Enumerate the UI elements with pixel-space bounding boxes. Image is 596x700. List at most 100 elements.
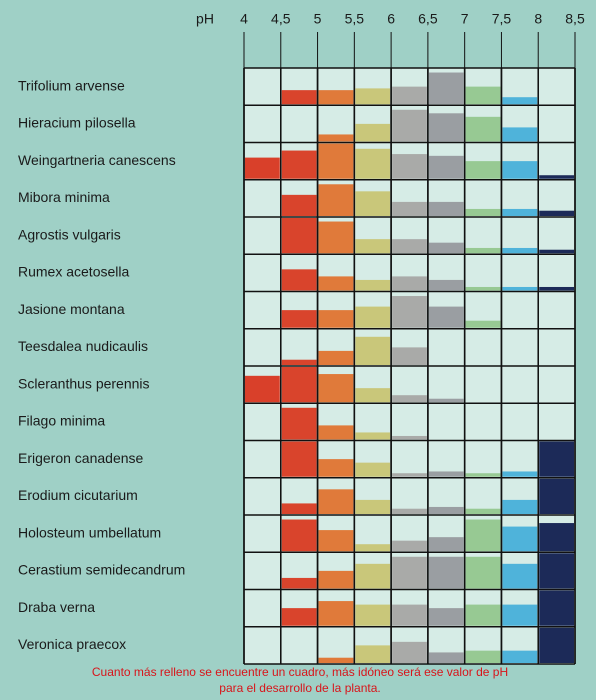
cell-fill xyxy=(355,432,391,440)
x-tick-label: 8 xyxy=(534,11,542,27)
cell-fill xyxy=(318,134,354,142)
cell-fill xyxy=(428,201,464,216)
cell-fill xyxy=(392,641,427,663)
row-label: Weingartneria canescens xyxy=(18,152,176,168)
cell-fill xyxy=(465,286,501,291)
cell-fill xyxy=(392,239,427,254)
cell-fill xyxy=(539,249,574,254)
cell-fill xyxy=(465,519,501,552)
row-label: Teesdalea nudicaulis xyxy=(18,338,148,354)
cell-fill xyxy=(539,210,574,216)
x-tick-label: 5,5 xyxy=(345,11,365,27)
cell-fill xyxy=(502,604,538,626)
cell-fill xyxy=(539,627,574,663)
cell-fill xyxy=(539,175,574,179)
cell-fill xyxy=(428,556,464,589)
cell-fill xyxy=(539,590,574,626)
cell-fill xyxy=(281,218,317,254)
cell-fill xyxy=(318,570,354,589)
cell-fill xyxy=(318,90,354,105)
cell-fill xyxy=(502,563,538,589)
cell-fill xyxy=(318,221,354,254)
cell-fill xyxy=(428,279,464,291)
cell-fill xyxy=(318,530,354,552)
cell-fill xyxy=(465,86,501,105)
cell-fill xyxy=(392,154,427,179)
cell-fill xyxy=(318,143,354,179)
row-label: Scleranthus perennis xyxy=(18,375,150,391)
cell-fill xyxy=(355,563,391,589)
cell-fill xyxy=(539,523,574,552)
x-tick-label: 7,5 xyxy=(492,11,512,27)
x-tick-label: 8,5 xyxy=(565,11,585,27)
cell-fill xyxy=(392,276,427,291)
cell-fill xyxy=(355,279,391,291)
x-tick-label: 6 xyxy=(387,11,395,27)
row-label: Mibora minima xyxy=(18,189,110,205)
cell-fill xyxy=(465,161,501,179)
row-label: Agrostis vulgaris xyxy=(18,226,121,242)
cell-fill xyxy=(539,441,574,477)
cell-fill xyxy=(465,508,501,514)
cell-fill xyxy=(465,320,501,328)
cell-fill xyxy=(318,184,354,216)
x-tick-label: 5 xyxy=(314,11,322,27)
cell-fill xyxy=(318,374,354,403)
row-label: Rumex acetosella xyxy=(18,264,129,280)
cell-fill xyxy=(428,398,464,403)
cell-fill xyxy=(355,88,391,105)
cell-fill xyxy=(245,375,280,403)
cell-fill xyxy=(281,359,317,365)
row-label: Jasione montana xyxy=(18,301,125,317)
cell-fill xyxy=(355,544,391,552)
cell-fill xyxy=(428,306,464,328)
cell-fill xyxy=(428,471,464,477)
row-label: Hieracium pilosella xyxy=(18,115,136,131)
cell-fill xyxy=(281,441,317,477)
cell-fill xyxy=(428,113,464,142)
cell-fill xyxy=(318,489,354,514)
cell-fill xyxy=(281,150,317,179)
row-label: Veronica praecox xyxy=(18,636,126,652)
row-label: Trifolium arvense xyxy=(18,77,125,93)
cell-fill xyxy=(355,604,391,626)
cell-fill xyxy=(355,239,391,254)
cell-fill xyxy=(539,478,574,514)
cell-fill xyxy=(502,286,538,291)
x-tick-label: 7 xyxy=(461,11,469,27)
cell-fill xyxy=(355,123,391,142)
cell-fill xyxy=(318,601,354,626)
caption: Cuanto más relleno se encuentre un cuadr… xyxy=(92,665,508,679)
cell-fill xyxy=(392,86,427,105)
cell-fill xyxy=(502,526,538,552)
cell-fill xyxy=(281,519,317,552)
cell-fill xyxy=(355,336,391,365)
cell-fill xyxy=(539,553,574,589)
cell-fill xyxy=(318,350,354,365)
cell-fill xyxy=(355,499,391,514)
cell-fill xyxy=(392,540,427,552)
cell-fill xyxy=(318,425,354,440)
cell-fill xyxy=(392,473,427,477)
cell-fill xyxy=(318,459,354,477)
cell-fill xyxy=(465,556,501,589)
x-tick-label: 4 xyxy=(240,11,248,27)
cell-fill xyxy=(428,242,464,254)
cell-fill xyxy=(428,155,464,179)
cell-fill xyxy=(355,388,391,403)
cell-fill xyxy=(355,191,391,216)
x-tick-label: 6,5 xyxy=(418,11,438,27)
cell-fill xyxy=(392,556,427,589)
row-label: Draba verna xyxy=(18,599,95,615)
cell-fill xyxy=(465,247,501,254)
row-label: Erigeron canadense xyxy=(18,450,144,466)
cell-fill xyxy=(318,657,354,663)
cell-fill xyxy=(392,296,427,328)
cell-fill xyxy=(392,508,427,514)
row-label: Erodium cicutarium xyxy=(18,487,138,503)
cell-fill xyxy=(465,116,501,142)
cell-fill xyxy=(355,306,391,328)
cell-fill xyxy=(392,604,427,626)
cell-fill xyxy=(392,347,427,365)
